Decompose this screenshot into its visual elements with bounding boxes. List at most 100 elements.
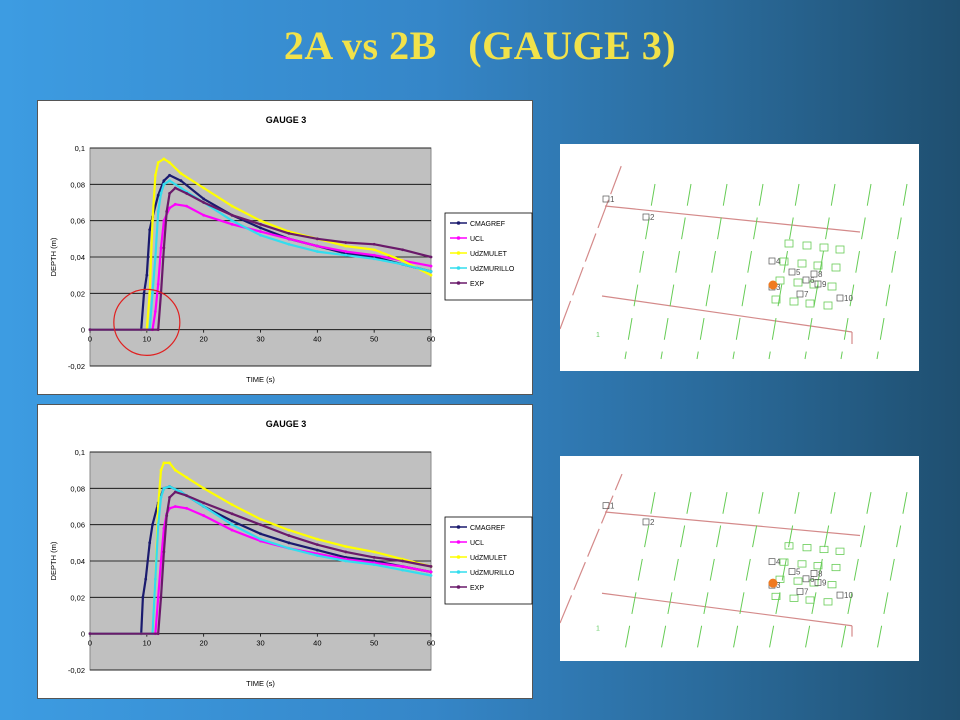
gauge-label: 4 xyxy=(776,257,781,266)
legend-label: UdZMURILLO xyxy=(470,266,515,273)
building-block xyxy=(775,575,785,583)
data-point-udzmulet xyxy=(168,461,171,465)
gauge-label: 5 xyxy=(796,568,801,577)
gauge-symbol xyxy=(796,588,804,595)
building-block xyxy=(779,257,789,266)
street-line xyxy=(876,183,908,360)
data-point-udzmulet xyxy=(202,186,206,190)
data-point-udzmulet xyxy=(185,476,189,479)
building-block xyxy=(823,301,833,310)
legend-marker xyxy=(456,281,461,285)
data-point-exp xyxy=(156,632,160,636)
data-point-udzmulet xyxy=(202,486,206,490)
data-point-cmagref xyxy=(156,193,160,197)
building-block xyxy=(802,544,812,552)
building-block xyxy=(827,282,837,291)
data-point-cmagref xyxy=(202,197,206,201)
data-point-udzmurillo xyxy=(153,577,157,581)
data-point-cmagref xyxy=(259,532,262,536)
building-block xyxy=(793,278,803,287)
data-point-udzmurillo xyxy=(259,537,262,541)
chart-title: GAUGE 3 xyxy=(266,115,307,125)
y-tick-label: 0,02 xyxy=(70,593,85,602)
street-line xyxy=(624,492,656,651)
gauge-3-marker xyxy=(768,578,778,588)
building-block xyxy=(779,558,789,566)
data-point-udzmurillo xyxy=(151,291,154,295)
data-point-ucl xyxy=(230,528,234,532)
y-tick-label: 0,06 xyxy=(70,521,85,530)
gauge-label: 4 xyxy=(776,558,781,567)
gauge-symbol xyxy=(836,294,844,302)
data-point-exp xyxy=(165,514,169,517)
data-point-udzmurillo xyxy=(162,486,166,490)
data-point-udzmulet xyxy=(259,219,262,223)
data-point-udzmulet xyxy=(344,244,348,248)
chart-panel-bottom: GAUGE 3 0,1 0,08 0,06 0,04 0,02 0 -0,02 0 10 20 30 4… xyxy=(37,404,533,699)
data-point-udzmulet xyxy=(287,528,291,532)
legend-box xyxy=(444,516,533,605)
x-tick-label: 20 xyxy=(199,639,207,648)
gauge-label: 7 xyxy=(804,290,809,299)
wall-label: 1 xyxy=(596,625,600,632)
gauge-symbol xyxy=(768,257,776,265)
data-point-exp xyxy=(429,255,433,259)
data-point-exp xyxy=(173,186,177,190)
data-point-ucl xyxy=(159,246,163,250)
gauge-symbol xyxy=(788,268,796,276)
building-block xyxy=(771,295,781,304)
data-point-cmagref xyxy=(145,273,149,277)
x-axis-label: TIME (s) xyxy=(246,375,275,384)
street-line xyxy=(624,183,656,360)
gauge-label: 6 xyxy=(810,575,815,584)
data-point-udzmurillo xyxy=(401,568,404,572)
data-point-exp xyxy=(230,213,234,217)
legend-marker xyxy=(456,555,461,559)
chart-panel-top: GAUGE 3 0,1 0,08 0,06 0,04 0,02 0 -0,02 0 10 20 30 4… xyxy=(37,100,533,395)
x-tick-label: 10 xyxy=(143,335,151,344)
legend-marker xyxy=(456,266,461,270)
street-line xyxy=(768,183,800,360)
y-tick-label: -0,02 xyxy=(68,362,85,371)
gauge-label: 6 xyxy=(810,276,815,285)
data-point-udzmulet xyxy=(259,517,262,521)
data-point-udzmulet xyxy=(315,537,319,541)
data-point-ucl xyxy=(230,222,234,226)
gauge-symbol xyxy=(814,579,822,586)
data-point-ucl xyxy=(202,514,206,517)
data-point-ucl xyxy=(156,595,160,599)
gauge-label: 2 xyxy=(650,213,655,222)
data-point-cmagref xyxy=(151,523,154,527)
series-line-udzmulet xyxy=(90,157,432,331)
data-point-udzmulet xyxy=(148,291,152,295)
legend-box xyxy=(444,212,533,301)
gauge-3-marker xyxy=(768,280,778,290)
data-point-udzmulet xyxy=(156,161,160,164)
data-point-cmagref xyxy=(315,548,319,552)
data-point-udzmulet xyxy=(401,259,404,263)
data-point-ucl xyxy=(401,565,404,568)
gauge-symbol xyxy=(602,195,610,203)
building-block xyxy=(805,299,815,308)
legend-marker xyxy=(456,221,461,225)
y-tick-label: 0,1 xyxy=(75,144,85,153)
data-point-ucl xyxy=(185,506,189,510)
gauge-label: 10 xyxy=(844,591,853,600)
data-point-udzmurillo xyxy=(287,242,291,246)
street-line xyxy=(696,183,728,360)
data-point-udzmulet xyxy=(230,503,234,507)
building-block xyxy=(819,545,829,554)
building-block xyxy=(823,598,833,606)
data-point-cmagref xyxy=(162,179,166,183)
x-tick-label: 20 xyxy=(199,335,207,344)
building-block xyxy=(771,592,781,600)
data-point-ucl xyxy=(185,204,189,208)
gauge-label: 8 xyxy=(818,569,823,578)
x-tick-label: 60 xyxy=(427,335,435,344)
data-point-exp xyxy=(185,494,189,497)
data-point-exp xyxy=(202,201,206,204)
data-point-exp xyxy=(162,550,166,554)
data-point-exp xyxy=(185,192,189,195)
data-point-ucl xyxy=(259,230,262,233)
